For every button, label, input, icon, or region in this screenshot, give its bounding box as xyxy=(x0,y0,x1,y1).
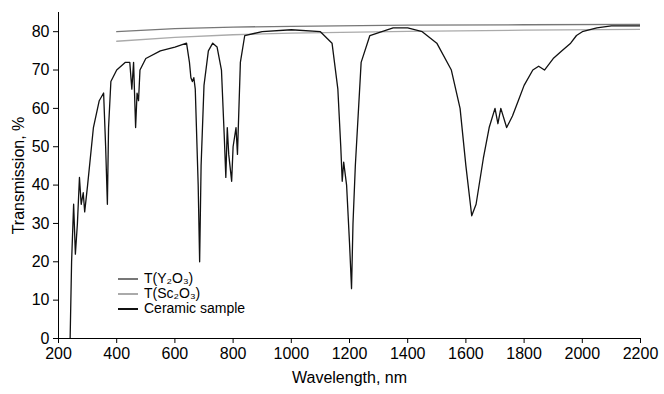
svg-text:1000: 1000 xyxy=(274,345,310,362)
svg-text:1800: 1800 xyxy=(506,345,542,362)
svg-text:2000: 2000 xyxy=(565,345,601,362)
html-text:T(Y₂O₃): T(Y₂O₃) xyxy=(144,270,194,286)
html-text:Ceramic sample: Ceramic sample xyxy=(144,300,246,316)
svg-text:Wavelength, nm: Wavelength, nm xyxy=(292,369,407,386)
svg-text:400: 400 xyxy=(103,345,130,362)
svg-text:10: 10 xyxy=(32,291,50,308)
svg-text:600: 600 xyxy=(162,345,189,362)
svg-text:80: 80 xyxy=(32,23,50,40)
svg-text:60: 60 xyxy=(32,100,50,117)
svg-text:40: 40 xyxy=(32,176,50,193)
svg-text:1200: 1200 xyxy=(332,345,368,362)
svg-text:0: 0 xyxy=(40,329,50,347)
svg-text:Transmission, %: Transmission, % xyxy=(10,117,27,235)
svg-text:1400: 1400 xyxy=(390,345,426,362)
html-text:T(Sc₂O₃): T(Sc₂O₃) xyxy=(144,285,201,301)
svg-text:800: 800 xyxy=(220,345,247,362)
svg-text:70: 70 xyxy=(32,61,50,78)
svg-text:20: 20 xyxy=(32,253,50,270)
svg-text:1600: 1600 xyxy=(448,345,484,362)
svg-text:200: 200 xyxy=(45,345,72,362)
svg-text:30: 30 xyxy=(32,215,50,232)
svg-text:2200: 2200 xyxy=(623,345,659,362)
svg-text:50: 50 xyxy=(32,138,50,155)
